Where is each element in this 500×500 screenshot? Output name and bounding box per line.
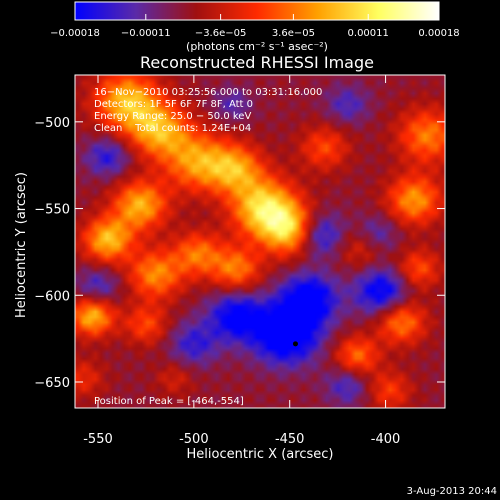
annotation-clean: Clean Total counts: 1.24E+04 (94, 123, 251, 134)
colorbar-tick-label: 0.00018 (418, 28, 459, 39)
colorbar-gradient (74, 1, 440, 21)
heatmap-image (75, 75, 445, 408)
colorbar-ticks: −0.00018 −0.00011 −3.6e−05 3.6e−05 0.00011 0.… (50, 14, 460, 39)
colorbar-tick-label: −0.00011 (121, 28, 171, 39)
x-tick-label: -450 (275, 432, 305, 447)
chart-title: Reconstructed RHESSI Image (140, 53, 374, 72)
colorbar-tick-label: 0.00011 (348, 28, 389, 39)
x-tick-label: -400 (371, 432, 401, 447)
x-axis-label: Heliocentric X (arcsec) (187, 447, 334, 462)
y-tick-label: −650 (34, 376, 70, 391)
y-axis-label: Heliocentric Y (arcsec) (14, 172, 29, 318)
y-tick-label: −500 (34, 116, 70, 131)
axis-ticks: -550 -500 -450 -400 −500 −550 −600 −650 (34, 75, 445, 447)
colorbar-units: (photons cm⁻² s⁻¹ asec⁻²) (186, 40, 328, 53)
x-tick-label: -500 (179, 432, 209, 447)
peak-marker (292, 341, 298, 347)
annotations: 16−Nov−2010 03:25:56.000 to 03:31:16.000… (94, 87, 322, 407)
annotation-energy: Energy Range: 25.0 − 50.0 keV (94, 111, 251, 122)
heatmap-area: -550 -500 -450 -400 −500 −550 −600 −650 (34, 74, 446, 447)
y-tick-label: −600 (34, 289, 70, 304)
annotation-peak: Position of Peak = [-464,-554] (94, 396, 244, 407)
x-tick-label: -550 (83, 432, 113, 447)
colorbar-tick-label: 3.6e−05 (272, 28, 315, 39)
y-tick-label: −550 (34, 203, 70, 218)
plot-frame (74, 74, 446, 409)
annotation-detectors: Detectors: 1F 5F 6F 7F 8F, Att 0 (94, 99, 253, 110)
colorbar-tick-label: −0.00018 (50, 28, 100, 39)
footer-timestamp: 3-Aug-2013 20:44 (407, 486, 497, 497)
annotation-time: 16−Nov−2010 03:25:56.000 to 03:31:16.000 (94, 87, 322, 98)
colorbar-tick-label: −3.6e−05 (195, 28, 247, 39)
colorbar: −0.00018 −0.00011 −3.6e−05 3.6e−05 0.00011 0.… (50, 1, 460, 53)
